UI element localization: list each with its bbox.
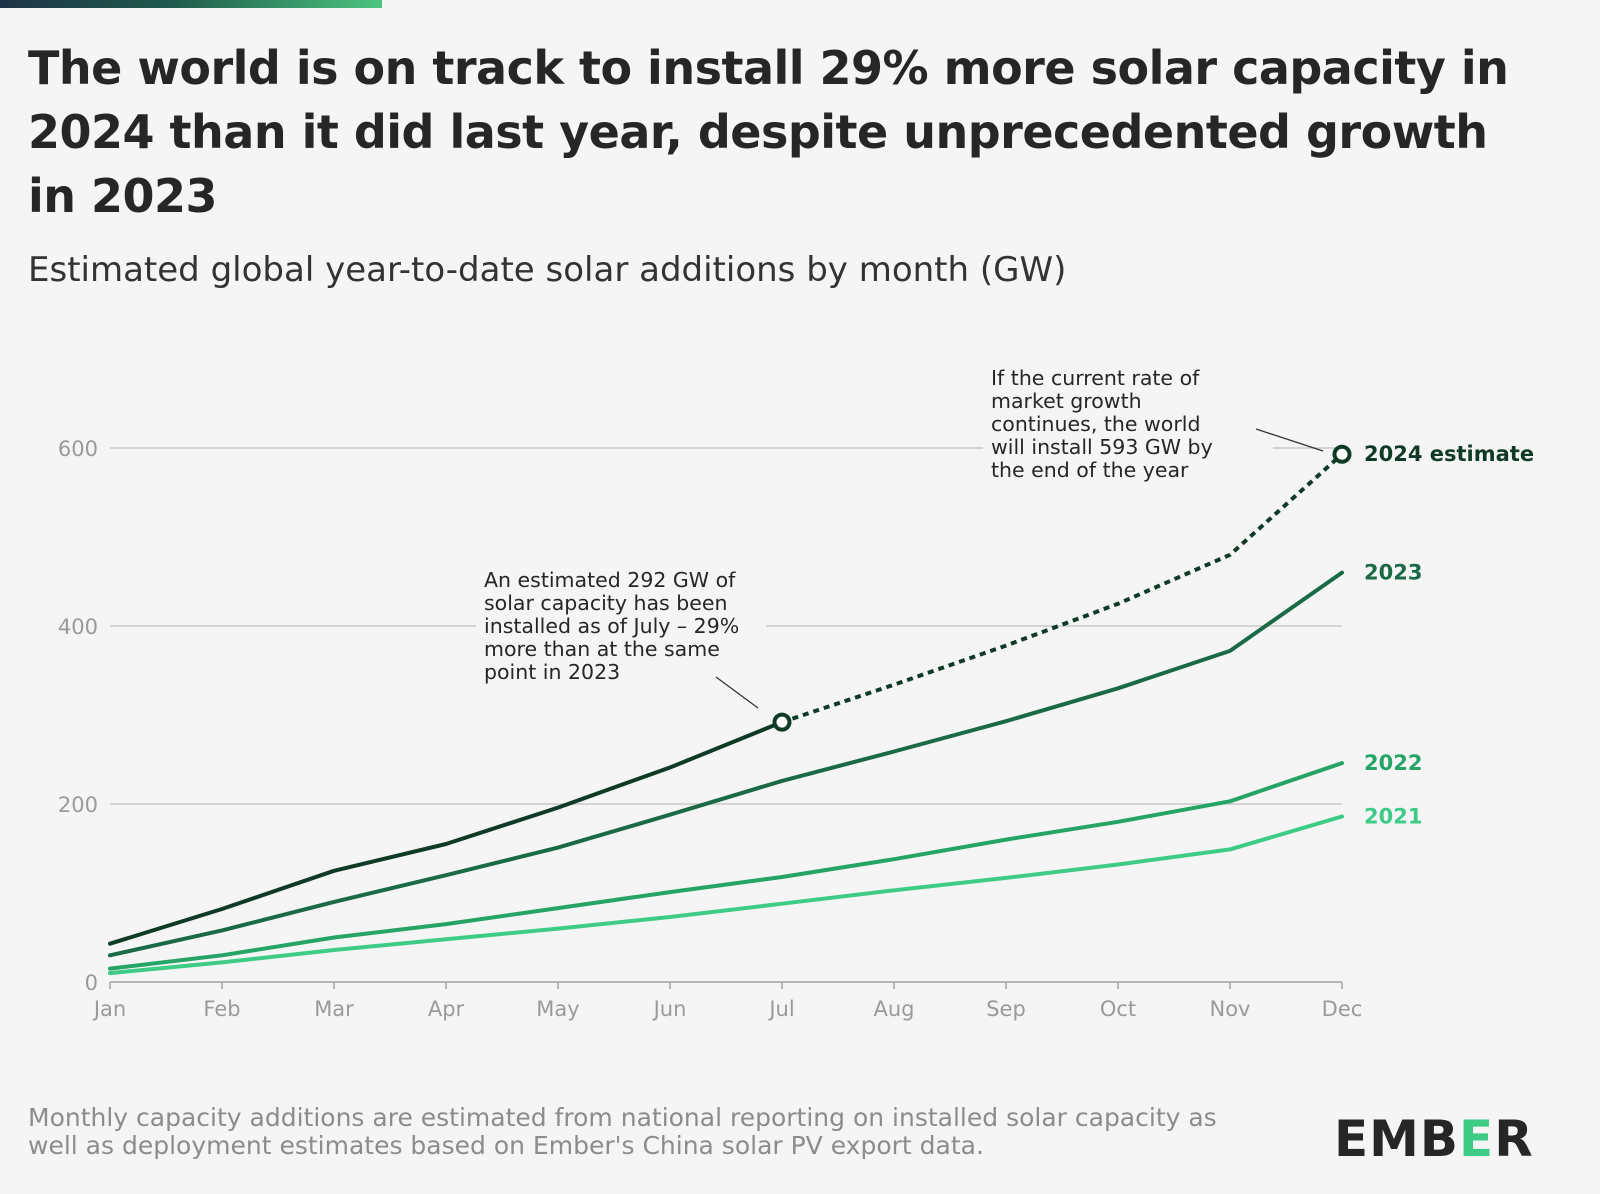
series-labels: 2021 2022 2023 2024 estimate — [1364, 442, 1534, 828]
y-tick-label: 200 — [58, 793, 98, 817]
top-accent-bar — [0, 0, 382, 8]
footnote: Monthly capacity additions are estimated… — [28, 1103, 1217, 1160]
series-label-2024-estimate: 2024 estimate — [1364, 442, 1534, 466]
annotation-july-line: point in 2023 — [484, 660, 620, 684]
y-tick-label: 600 — [58, 437, 98, 461]
x-tick-label: Oct — [1100, 997, 1136, 1021]
chart-title: The world is on track to install 29% mor… — [28, 41, 1509, 223]
y-tick-label: 0 — [85, 971, 98, 995]
grid-layer: 0 200 400 600 — [58, 437, 1342, 995]
annotation-december-line: continues, the world — [991, 412, 1200, 436]
x-tick-label: Jul — [767, 997, 794, 1021]
annotation-december-leader — [1255, 428, 1324, 452]
ember-logo-text: EMBER — [1334, 1112, 1534, 1162]
x-tick-label: Mar — [314, 997, 354, 1021]
ember-logo-letter: M — [1369, 1112, 1420, 1162]
series-line-2024-estimate-projection — [781, 452, 1344, 724]
ember-logo: EMBER — [1334, 1112, 1534, 1162]
x-tick-label: Aug — [873, 997, 914, 1021]
ember-logo-letter: B — [1420, 1112, 1459, 1162]
x-axis: Jan Feb Mar Apr May Jun Jul Aug Sep Oct Nov Dec — [92, 981, 1363, 1021]
series-line-2024-estimate — [108, 720, 784, 946]
annotation-december-bg — [983, 364, 1273, 485]
point-jul-2024 — [772, 712, 792, 732]
x-tick-label: Jun — [652, 997, 687, 1021]
x-tick-label: May — [536, 997, 579, 1021]
ember-logo-letter: E — [1334, 1112, 1369, 1162]
x-tick-label: Dec — [1322, 997, 1363, 1021]
chart-subtitle: Estimated global year-to-date solar addi… — [28, 250, 1067, 290]
annotation-july-line: more than at the same — [484, 637, 720, 661]
annotation-december-line: market growth — [991, 389, 1142, 413]
ember-logo-letter: R — [1494, 1112, 1534, 1162]
annotation-july-line: installed as of July – 29% — [484, 614, 739, 638]
series-layer — [108, 444, 1352, 976]
x-tick-label: Apr — [428, 997, 465, 1021]
annotation-december-line: the end of the year — [991, 458, 1189, 482]
annotation-july-leader — [715, 676, 759, 709]
annotation-july-line: solar capacity has been — [484, 591, 727, 615]
y-tick-label: 400 — [58, 615, 98, 639]
x-tick-label: Nov — [1210, 997, 1251, 1021]
x-tick-label: Sep — [986, 997, 1026, 1021]
annotation-july-line: An estimated 292 GW of — [484, 568, 736, 592]
x-tick-label: Feb — [203, 997, 240, 1021]
series-label-2021: 2021 — [1364, 804, 1422, 828]
annotation-july-bg — [476, 566, 766, 687]
series-line-2022 — [108, 761, 1344, 971]
annotation-december-line: will install 593 GW by — [991, 435, 1213, 459]
annotation-december-line: If the current rate of — [991, 366, 1200, 390]
series-line-2021 — [108, 814, 1344, 976]
ember-logo-letter: E — [1459, 1112, 1494, 1162]
series-line-2023 — [108, 570, 1344, 958]
point-dec-2024-estimate — [1332, 444, 1352, 464]
series-label-2022: 2022 — [1364, 751, 1422, 775]
x-tick-label: Jan — [92, 997, 126, 1021]
series-label-2023: 2023 — [1364, 561, 1422, 585]
